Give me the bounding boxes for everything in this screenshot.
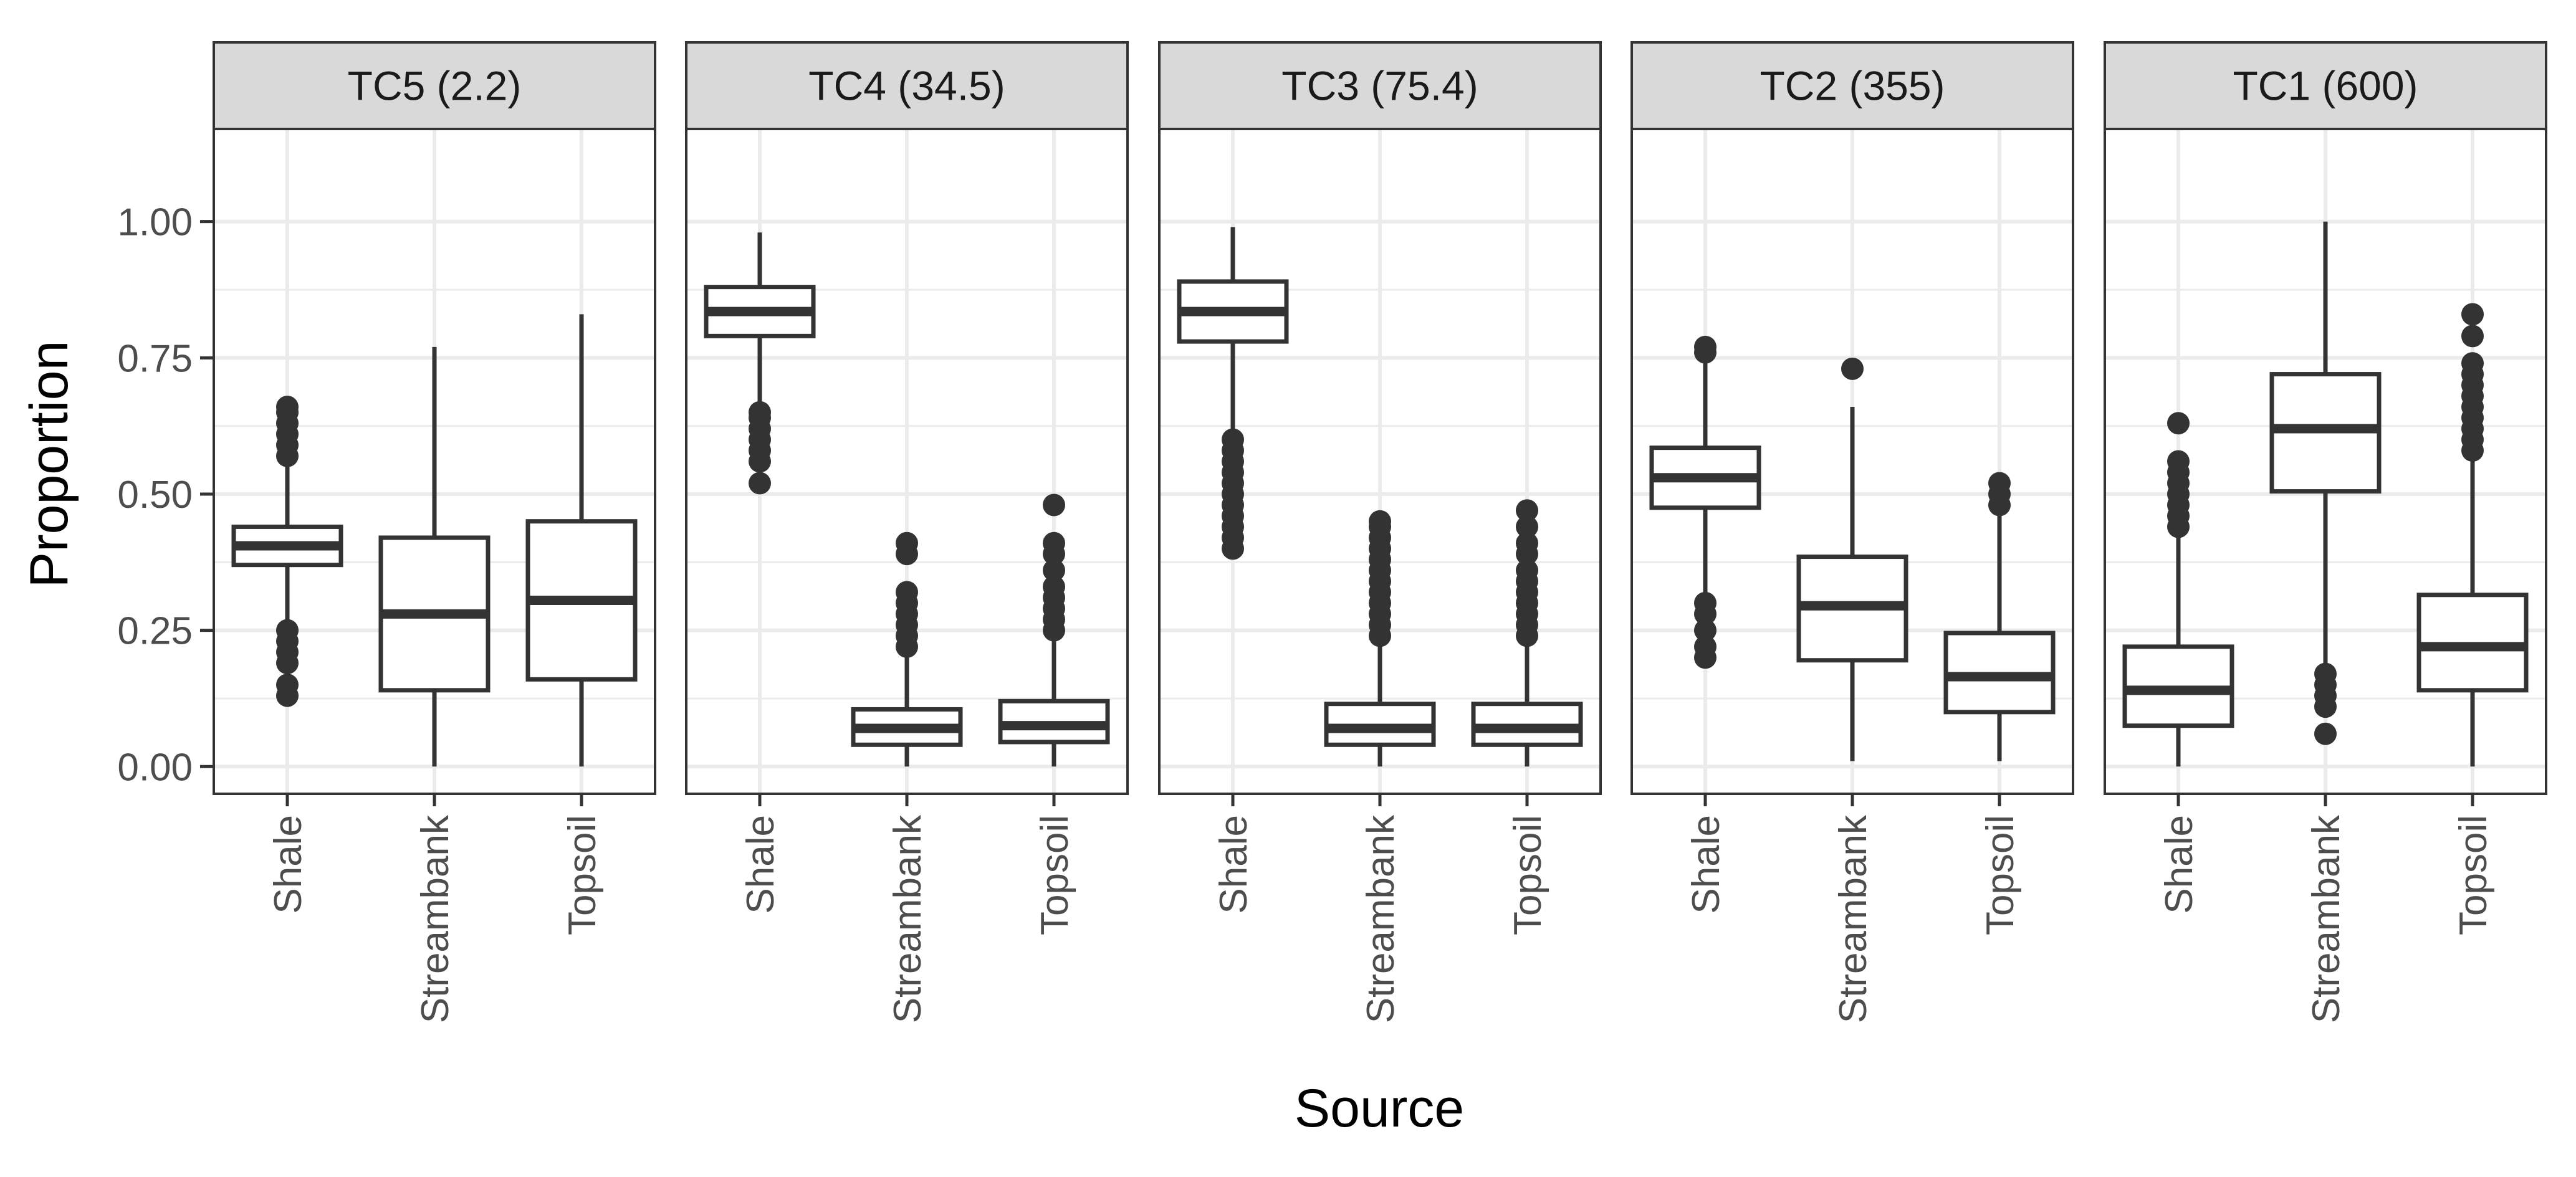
facet-panel: Shale Streambank Topsoil TC2 (355)	[1630, 41, 2074, 1023]
outlier-point	[1841, 357, 1864, 380]
outlier-point	[2461, 352, 2484, 375]
outlier-point	[896, 581, 918, 604]
x-axis-title: Source	[1295, 1079, 1465, 1138]
outlier-point	[1516, 531, 1538, 555]
box-streambank	[378, 346, 491, 767]
facet-strip	[1158, 41, 1602, 130]
facet-strip-label: TC1 (600)	[2233, 63, 2418, 109]
x-tick-label: Shale	[2158, 815, 2201, 914]
box-streambank	[1796, 357, 1908, 761]
outlier-point	[1043, 531, 1065, 555]
outlier-point	[276, 396, 299, 419]
facet-panel: Shale Streambank Topsoil TC4 (34.5)	[685, 41, 1129, 1023]
facet-strip	[213, 41, 656, 130]
y-tick-label: 0.75	[117, 337, 193, 380]
outlier-point	[1369, 510, 1391, 533]
outlier-point	[1043, 559, 1065, 582]
y-axis-title: Proportion	[19, 341, 79, 588]
outlier-point	[1516, 499, 1538, 522]
outlier-point	[2314, 662, 2337, 685]
y-tick-label: 0.00	[117, 746, 193, 789]
outlier-point	[1043, 493, 1065, 517]
x-tick-label: Shale	[739, 815, 782, 914]
outlier-point	[1516, 559, 1538, 582]
x-tick-label: Topsoil	[1506, 815, 1549, 935]
x-tick-label: Streambank	[1359, 814, 1402, 1023]
outlier-point	[1516, 515, 1538, 538]
outlier-point	[1694, 619, 1717, 642]
facet-strip	[685, 41, 1129, 130]
x-tick-label: Streambank	[414, 814, 457, 1023]
x-tick-label: Streambank	[2305, 814, 2348, 1023]
box-streambank	[1324, 510, 1436, 767]
outlier-point	[2314, 722, 2337, 745]
outlier-point	[2167, 412, 2190, 435]
facet-panel: Shale Streambank Topsoil TC1 (600)	[2104, 41, 2547, 1023]
box-shale	[1649, 335, 1761, 669]
outlier-point	[749, 401, 771, 424]
box-topsoil	[1471, 499, 1583, 767]
facet-strip	[1630, 41, 2074, 130]
y-tick-label: 0.25	[117, 610, 193, 653]
facet-strip-label: TC5 (2.2)	[348, 63, 522, 109]
y-tick-label: 1.00	[117, 201, 193, 244]
box-topsoil	[2416, 303, 2529, 767]
x-tick-label: Shale	[1212, 815, 1255, 914]
facet-panel: Shale Streambank Topsoil TC5 (2.2)	[213, 41, 656, 1023]
outlier-point	[2461, 303, 2484, 326]
facet-panel: Shale Streambank Topsoil TC3 (75.4)	[1158, 41, 1602, 1023]
box-shale	[1177, 227, 1289, 560]
facet-strip	[2104, 41, 2547, 130]
outlier-point	[276, 674, 299, 697]
outlier-point	[1694, 591, 1717, 614]
outlier-point	[1694, 635, 1717, 658]
x-tick-label: Shale	[1685, 815, 1728, 914]
box-topsoil	[998, 493, 1110, 767]
facet-strip-label: TC4 (34.5)	[808, 63, 1005, 109]
facet-strip-label: TC2 (355)	[1760, 63, 1945, 109]
x-tick-label: Topsoil	[1979, 815, 2022, 935]
box-streambank	[851, 531, 963, 767]
facet-panels: Shale Streambank Topsoil TC5 (2.2) Shale Stre…	[213, 41, 2547, 1023]
box-shale	[231, 396, 343, 707]
outlier-point	[1694, 335, 1717, 358]
outlier-point	[1222, 428, 1244, 451]
box-topsoil	[1943, 472, 2056, 761]
outlier-point	[276, 619, 299, 642]
y-tick-label: 0.50	[117, 474, 193, 517]
outlier-point	[896, 531, 918, 555]
outlier-point	[2167, 450, 2190, 473]
x-tick-label: Topsoil	[2452, 815, 2495, 935]
outlier-point	[749, 472, 771, 495]
box-streambank	[2269, 221, 2382, 745]
x-tick-label: Shale	[267, 815, 310, 914]
box-shale	[2122, 412, 2234, 767]
outlier-point	[1988, 472, 2011, 495]
x-tick-label: Streambank	[886, 814, 929, 1023]
facet-strip-label: TC3 (75.4)	[1281, 63, 1478, 109]
x-tick-label: Topsoil	[561, 815, 604, 935]
outlier-point	[2461, 325, 2484, 348]
y-axis: 0.00 0.25 0.50 0.75 1.00	[117, 201, 214, 789]
x-tick-label: Streambank	[1832, 814, 1875, 1023]
x-tick-label: Topsoil	[1033, 815, 1076, 935]
outlier-point	[1043, 575, 1065, 598]
box-topsoil	[525, 314, 638, 767]
box-shale	[704, 232, 816, 495]
